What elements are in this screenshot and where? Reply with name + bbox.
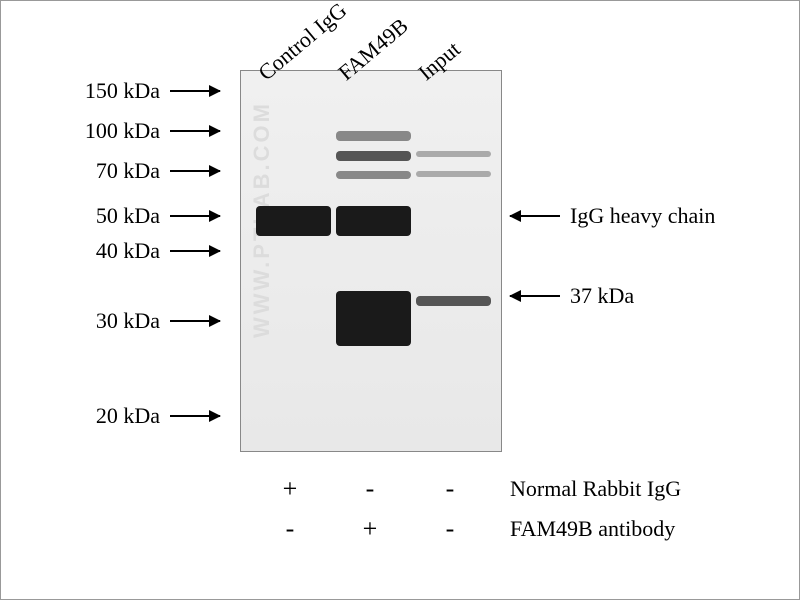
condition-label: Normal Rabbit IgG bbox=[510, 476, 681, 502]
condition-mark: - bbox=[355, 474, 385, 504]
blot-band bbox=[416, 151, 491, 157]
condition-mark: - bbox=[435, 514, 465, 544]
figure-container: WWW.PTLAB.COM 150 kDa 100 kDa 70 kDa 50 kDa… bbox=[0, 0, 800, 600]
condition-mark: + bbox=[355, 514, 385, 544]
blot-band bbox=[416, 296, 491, 306]
mw-label: 30 kDa bbox=[60, 308, 160, 334]
blot-band bbox=[416, 171, 491, 177]
blot-membrane: WWW.PTLAB.COM bbox=[240, 70, 502, 452]
condition-mark: - bbox=[275, 514, 305, 544]
arrow-left-icon bbox=[510, 215, 560, 217]
blot-band bbox=[336, 131, 411, 141]
blot-band bbox=[336, 291, 411, 346]
arrow-right-icon bbox=[170, 215, 220, 217]
annotation-label: 37 kDa bbox=[570, 283, 634, 309]
arrow-right-icon bbox=[170, 130, 220, 132]
condition-label: FAM49B antibody bbox=[510, 516, 675, 542]
blot-band bbox=[336, 206, 411, 236]
blot-band bbox=[336, 151, 411, 161]
arrow-right-icon bbox=[170, 90, 220, 92]
annotation-label: IgG heavy chain bbox=[570, 203, 715, 229]
mw-label: 50 kDa bbox=[60, 203, 160, 229]
mw-label: 70 kDa bbox=[60, 158, 160, 184]
mw-label: 40 kDa bbox=[60, 238, 160, 264]
blot-band bbox=[256, 206, 331, 236]
arrow-left-icon bbox=[510, 295, 560, 297]
arrow-right-icon bbox=[170, 250, 220, 252]
mw-label: 20 kDa bbox=[60, 403, 160, 429]
blot-band bbox=[336, 171, 411, 179]
mw-label: 150 kDa bbox=[60, 78, 160, 104]
arrow-right-icon bbox=[170, 415, 220, 417]
arrow-right-icon bbox=[170, 320, 220, 322]
arrow-right-icon bbox=[170, 170, 220, 172]
condition-mark: - bbox=[435, 474, 465, 504]
condition-mark: + bbox=[275, 474, 305, 504]
mw-label: 100 kDa bbox=[60, 118, 160, 144]
